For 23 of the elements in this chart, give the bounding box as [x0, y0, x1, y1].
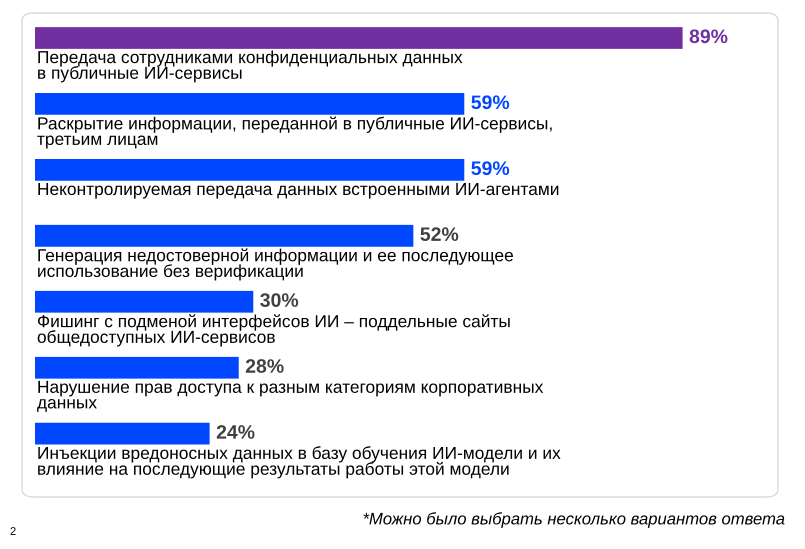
bar [35, 158, 464, 181]
data-label: 89% [690, 29, 728, 44]
bar [35, 224, 414, 247]
data-label: 30% [260, 293, 298, 308]
text: *Можно было выбрать несколько вариантов ответа [363, 512, 784, 528]
y-tick-label: Инъекции вредоносных данных в базу обучения ИИ-модели и их влияние на последующие результаты работы этой модели [38, 446, 561, 478]
y-tick-label: Фишинг с подменой интерфейсов ИИ – поддельные сайты общедоступных ИИ-сервисов [38, 314, 510, 346]
text: 2 [10, 527, 16, 535]
bar [35, 422, 210, 445]
bar [35, 93, 464, 115]
y-tick-label: Раскрытие информации, переданной в публичные ИИ-сервисы, третьим лицам [37, 116, 552, 148]
data-label: 59% [471, 161, 510, 176]
bar [35, 290, 254, 313]
y-tick-label: Нарушение прав доступа к разным категориям корпоративных данных [37, 380, 544, 412]
y-tick-label: Неконтролируемая передача данных встроенными ИИ-агентами [38, 183, 558, 199]
bar [35, 356, 239, 379]
y-tick-label: Генерация недостоверной информации и ее последующее использование без верификации [38, 248, 513, 281]
data-label: 59% [471, 95, 510, 110]
data-label: 28% [246, 359, 284, 373]
data-label: 24% [216, 425, 255, 439]
y-tick-label: Передача сотрудниками конфиденциальных данных в публичные ИИ-сервисы [38, 50, 462, 82]
data-label: 52% [420, 227, 458, 242]
bar [35, 27, 683, 49]
